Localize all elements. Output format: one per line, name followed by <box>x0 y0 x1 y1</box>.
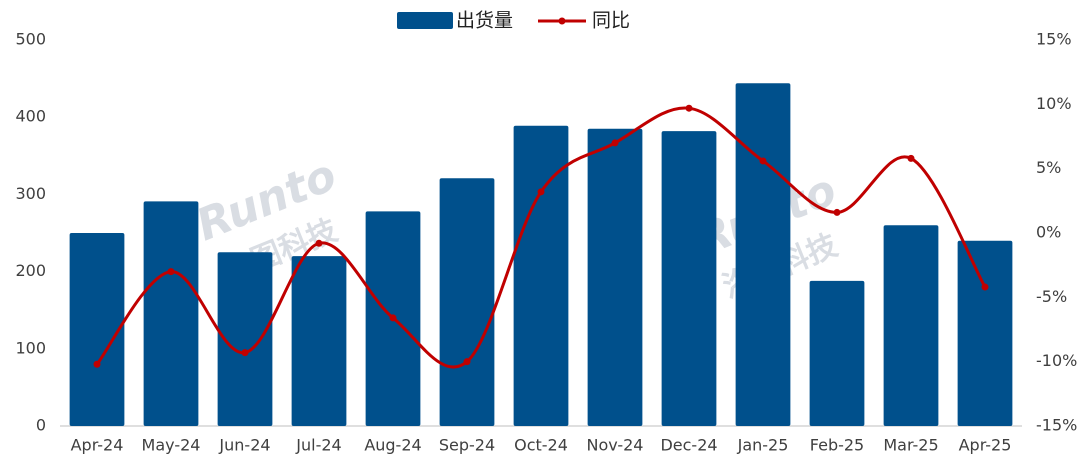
x-tick-label: Apr-25 <box>959 436 1012 455</box>
line-marker <box>611 139 619 147</box>
x-tick-label: Sep-24 <box>439 436 495 455</box>
bar <box>69 233 125 426</box>
x-tick-label: Feb-25 <box>810 436 864 455</box>
x-tick-label: Jun-24 <box>218 436 270 455</box>
bar <box>883 225 939 426</box>
legend-label: 同比 <box>592 10 630 32</box>
y-tick-label: 0 <box>36 416 46 435</box>
y2-tick-label: 0% <box>1036 223 1061 242</box>
bar <box>661 131 717 426</box>
bar <box>587 128 643 426</box>
line-marker <box>389 314 397 322</box>
line-marker <box>315 239 323 247</box>
line-marker <box>93 360 101 368</box>
legend-label: 出货量 <box>456 10 513 32</box>
line-marker <box>537 188 545 196</box>
legend-swatch <box>558 17 566 25</box>
bar <box>513 125 569 426</box>
y-tick-label: 300 <box>15 184 46 203</box>
y-tick-label: 100 <box>15 338 46 357</box>
line-marker <box>907 154 915 162</box>
bar <box>735 83 791 427</box>
x-tick-label: Oct-24 <box>514 436 568 455</box>
x-tick-label: Aug-24 <box>364 436 421 455</box>
bar <box>143 201 199 426</box>
y2-tick-label: -15% <box>1036 416 1077 435</box>
y-tick-label: 400 <box>15 107 46 126</box>
line-marker <box>463 358 471 366</box>
line-marker <box>167 268 175 276</box>
y2-tick-label: -5% <box>1036 287 1067 306</box>
line-marker <box>981 283 989 291</box>
y2-tick-label: -10% <box>1036 351 1077 370</box>
x-tick-label: May-24 <box>142 436 201 455</box>
y2-tick-label: 15% <box>1036 30 1072 49</box>
line-marker <box>685 104 693 112</box>
x-tick-label: Apr-24 <box>71 436 124 455</box>
legend-swatch <box>397 12 453 29</box>
bar <box>809 280 865 426</box>
bar <box>217 252 273 426</box>
y-tick-label: 200 <box>15 261 46 280</box>
x-tick-label: Nov-24 <box>587 436 644 455</box>
bar <box>957 240 1013 426</box>
bar <box>439 178 495 426</box>
y2-tick-label: 10% <box>1036 94 1072 113</box>
y2-tick-label: 5% <box>1036 158 1061 177</box>
y-tick-label: 500 <box>15 30 46 49</box>
x-tick-label: Jul-24 <box>295 436 341 455</box>
x-tick-label: Jan-25 <box>737 436 789 455</box>
x-tick-label: Dec-24 <box>660 436 717 455</box>
bar <box>291 256 347 426</box>
x-tick-label: Mar-25 <box>883 436 938 455</box>
line-marker <box>833 208 841 216</box>
line-marker <box>759 157 767 165</box>
line-marker <box>241 349 249 357</box>
